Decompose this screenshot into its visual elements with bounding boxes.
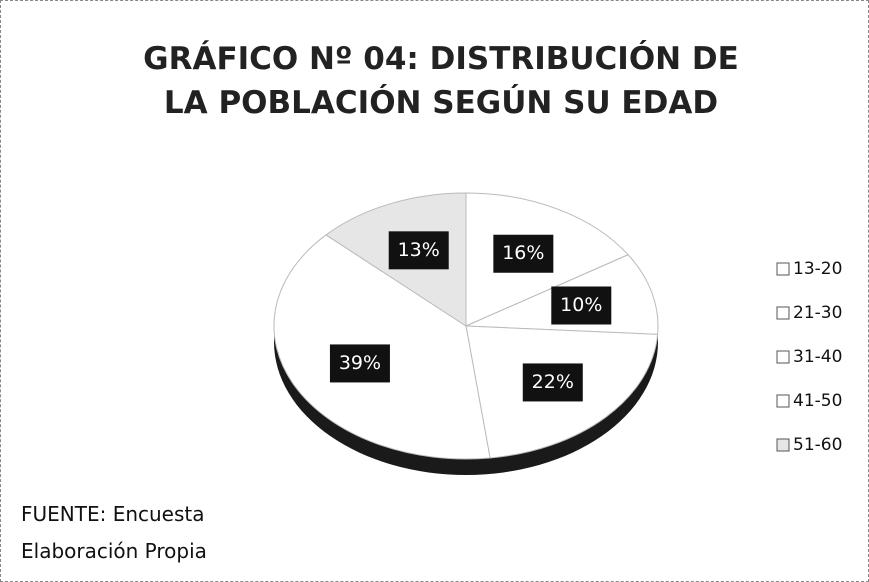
data-label-box <box>388 231 449 270</box>
data-label-box <box>551 286 612 325</box>
data-label: 16% <box>502 242 544 264</box>
data-label: 22% <box>532 371 574 393</box>
data-label: 39% <box>339 352 381 374</box>
legend-swatch <box>776 438 790 452</box>
legend-swatch <box>776 350 790 364</box>
data-label-box <box>329 344 390 383</box>
legend-swatch <box>776 306 790 320</box>
data-label-box <box>493 234 554 273</box>
legend-label: 31-40 <box>793 347 842 367</box>
legend-label: 51-60 <box>793 435 842 455</box>
data-label-box <box>522 363 583 402</box>
source-line: FUENTE: Encuesta <box>21 502 205 526</box>
legend-label: 13-20 <box>793 259 842 279</box>
data-label: 13% <box>398 239 440 261</box>
legend-label: 21-30 <box>793 303 842 323</box>
legend-swatch <box>776 262 790 276</box>
source-line: Elaboración Propia <box>21 539 207 563</box>
legend-swatch <box>776 394 790 408</box>
data-label: 10% <box>560 294 602 316</box>
legend-label: 41-50 <box>793 391 842 411</box>
chart-title: GRÁFICO Nº 04: DISTRIBUCIÓN DE LA POBLAC… <box>143 41 739 121</box>
